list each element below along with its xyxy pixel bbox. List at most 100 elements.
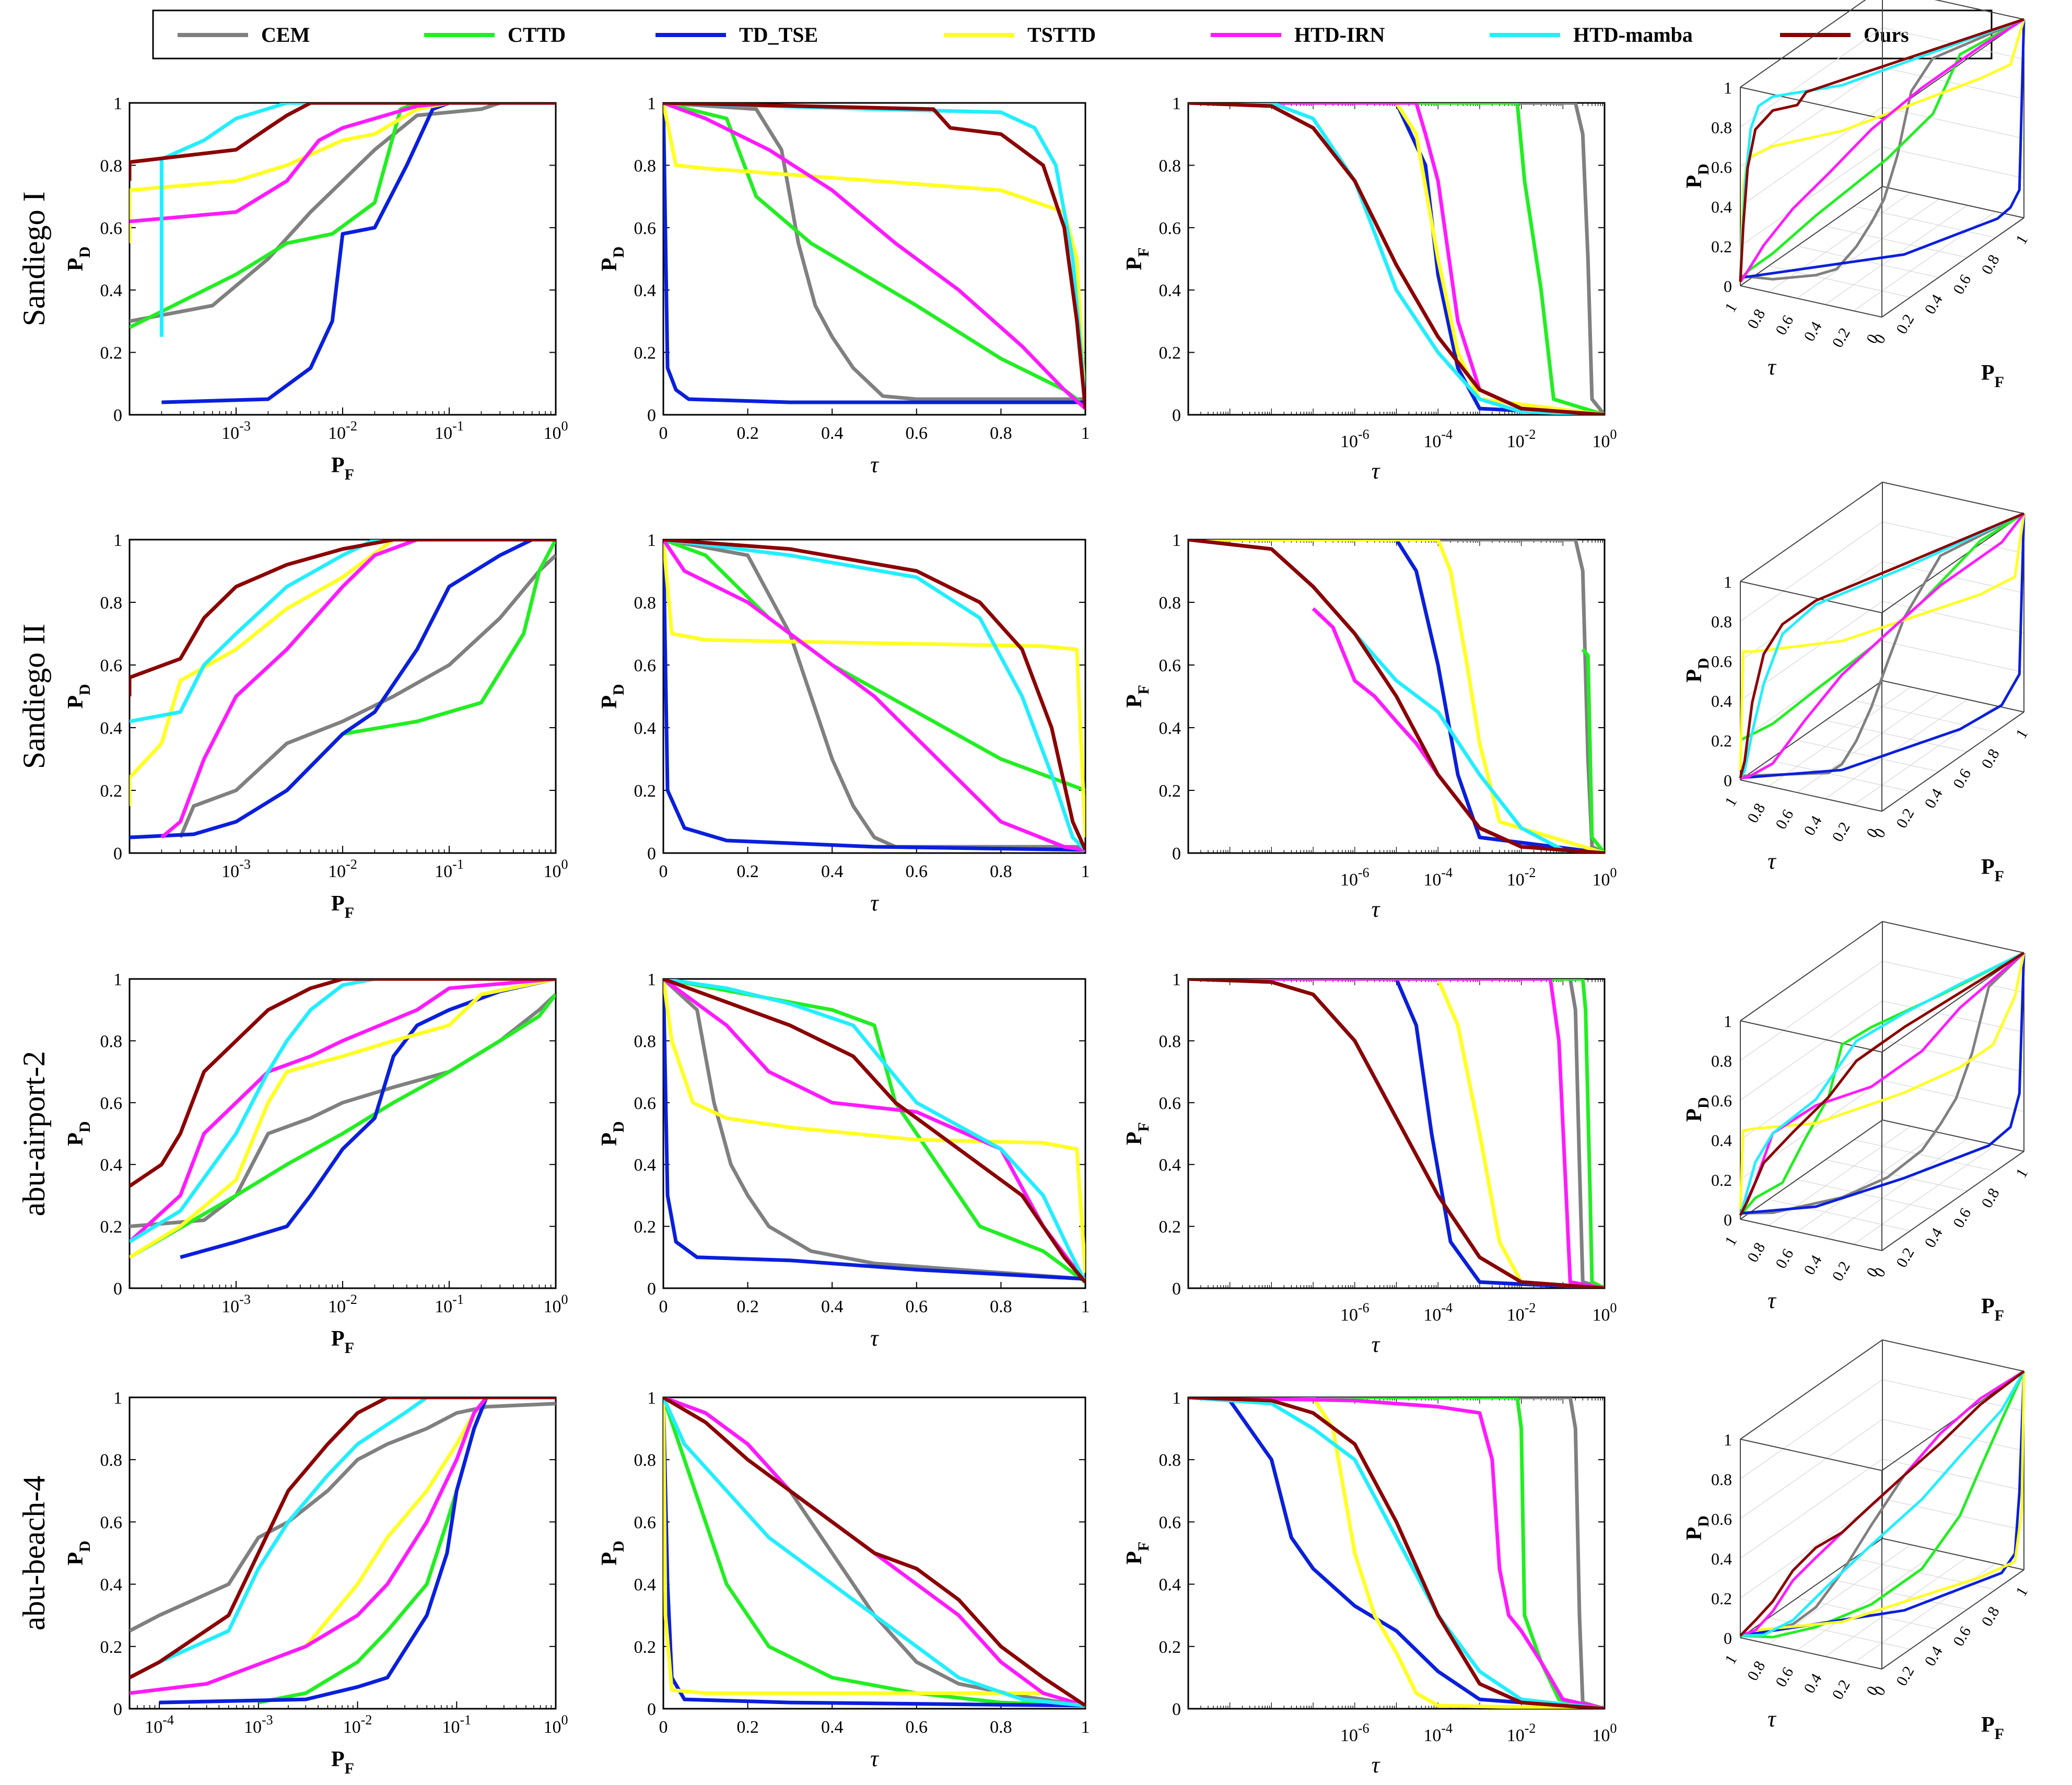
grid-line <box>1740 561 1883 661</box>
y-axis-label: PD <box>64 247 93 271</box>
tau-tick-label: 0.4 <box>1800 813 1825 838</box>
grid-line <box>1797 246 1939 278</box>
x-tick-label: 0.6 <box>906 862 928 881</box>
x-tick-label: 10-1 <box>435 1292 464 1316</box>
cube-edge <box>1881 711 2024 812</box>
y-tick-label: 0.2 <box>1159 344 1181 363</box>
pd-axis-label: PD <box>1682 658 1712 682</box>
series-line-htd-irn <box>1312 607 1605 853</box>
series-line-cttd <box>1188 979 1605 1288</box>
y-tick-label: 0 <box>113 1279 122 1299</box>
z-tick-label: 1 <box>1724 1012 1732 1031</box>
series-line-cem <box>1188 103 1605 415</box>
series-line-cem <box>1188 540 1605 853</box>
pd-axis-label: PD <box>1682 164 1712 188</box>
x-tick-label: 10-2 <box>328 857 357 881</box>
x-tick-label: 10-4 <box>1423 427 1453 451</box>
y-axis-label: PD <box>598 1121 627 1146</box>
y-tick-label: 0 <box>647 844 656 864</box>
series-line-ours <box>663 540 1085 851</box>
series-line-ours <box>1188 1397 1605 1709</box>
series-3d-htd-irn <box>1739 18 2025 283</box>
tau-tick-label: 0.6 <box>1772 1246 1797 1271</box>
y-tick-label: 0.6 <box>1159 1094 1181 1113</box>
series-line-cem <box>130 103 556 323</box>
series-3d-htd-irn <box>1740 1370 2025 1637</box>
series-3d-ours <box>1739 951 2025 1216</box>
series-3d-ours <box>1739 18 2024 282</box>
grid-line <box>1740 1040 1883 1140</box>
tau-tick-label: 1 <box>1722 1233 1740 1249</box>
row-label: abu-airport-2 <box>17 1051 51 1217</box>
x-axis-label: τ <box>1372 1752 1381 1778</box>
y-tick-label: 0 <box>113 844 122 864</box>
x-tick-label: 1 <box>1081 424 1090 443</box>
series-line-tsttd <box>1188 540 1605 853</box>
y-tick-label: 0.6 <box>100 219 123 238</box>
x-tick-label: 10-1 <box>435 418 464 443</box>
y-tick-label: 1 <box>1172 970 1181 989</box>
z-tick-label: 0.8 <box>1711 612 1732 631</box>
series-line-cttd <box>1188 103 1605 415</box>
series-line-htd-irn <box>1188 103 1605 415</box>
series-line-ours <box>1188 103 1605 415</box>
pf-tick-label: 1 <box>2012 1584 2031 1599</box>
cube-edge <box>1882 921 2024 953</box>
y-tick-label: 0 <box>647 406 656 425</box>
x-tick-label: 1 <box>1081 862 1090 881</box>
grid-line <box>1854 700 1996 732</box>
pf-tick-label: 0.2 <box>1893 311 1917 337</box>
series-line-cem <box>179 554 556 838</box>
series-line-cttd <box>130 993 556 1259</box>
grid-line <box>1882 521 2024 554</box>
series-3d-htd-mamba <box>1739 512 2025 779</box>
pf-tick-label: 0.4 <box>1922 786 1946 811</box>
y-tick-label: 0.6 <box>634 219 657 238</box>
cube-edge <box>1882 680 2024 713</box>
y-tick-label: 0.6 <box>100 656 123 675</box>
x-tick-label: 100 <box>1593 1721 1617 1745</box>
pf-tick-label: 0.6 <box>1950 1205 1974 1231</box>
cube-edge <box>1882 482 2024 514</box>
pf-tau-panel: 0 0.2 0.4 0.6 0.8 1 10-6 10-4 10-2 100 τ PF <box>1122 970 1617 1357</box>
y-tick-label: 0 <box>647 1279 656 1299</box>
grid-line <box>1882 1498 2024 1531</box>
z-tick-label: 1 <box>1724 573 1732 591</box>
cube-edge <box>1881 513 2024 613</box>
x-tick-label: 0.4 <box>821 862 844 881</box>
series-3d-htd-mamba <box>1740 1370 2026 1637</box>
grid-line <box>1882 1459 2024 1491</box>
grid-line <box>1825 226 1968 258</box>
axes-frame <box>1187 978 1606 1289</box>
series-line-td-tse <box>663 1397 1085 1708</box>
series-line-htd-irn <box>663 1397 1085 1708</box>
z-tick-label: 0.2 <box>1711 237 1732 256</box>
legend-label-td-tse: TD_TSE <box>739 23 818 46</box>
tau-tick-label: 1 <box>1722 1652 1740 1667</box>
pd-tau-panel: 0 0.2 0.4 0.6 0.8 1 0 0.2 0.4 0.6 0.8 1 τ PD <box>598 1389 1090 1771</box>
series-line-tsttd <box>130 103 556 243</box>
grid-line <box>1825 1557 1968 1657</box>
tau-tick-label: 0.8 <box>1744 306 1769 332</box>
y-tick-label: 0.4 <box>634 1576 657 1595</box>
y-tick-label: 1 <box>1172 94 1181 113</box>
x-tick-label: 100 <box>544 857 568 881</box>
x-tick-label: 0.8 <box>990 862 1012 881</box>
z-tick-label: 0.6 <box>1711 1510 1732 1529</box>
x-axis-label: τ <box>1372 896 1381 922</box>
series-line-td-tse <box>159 1397 556 1705</box>
y-tick-label: 1 <box>113 970 122 989</box>
pf-tick-label: 0.8 <box>1978 1604 2003 1629</box>
series-line-td-tse <box>130 540 556 839</box>
x-tick-label: 10-6 <box>1340 1721 1369 1745</box>
series-line-htd-irn <box>1188 1397 1605 1709</box>
tau-tick-label: 0.2 <box>1829 325 1854 351</box>
y-tick-label: 0.4 <box>1159 719 1181 738</box>
grid-line <box>1740 521 1883 622</box>
series-line-htd-mamba <box>159 103 556 337</box>
y-tick-label: 1 <box>647 531 656 550</box>
y-axis-label: PD <box>64 1541 93 1565</box>
pf-tick-label: 1 <box>2012 232 2031 247</box>
cube-edge <box>1740 1339 1883 1440</box>
